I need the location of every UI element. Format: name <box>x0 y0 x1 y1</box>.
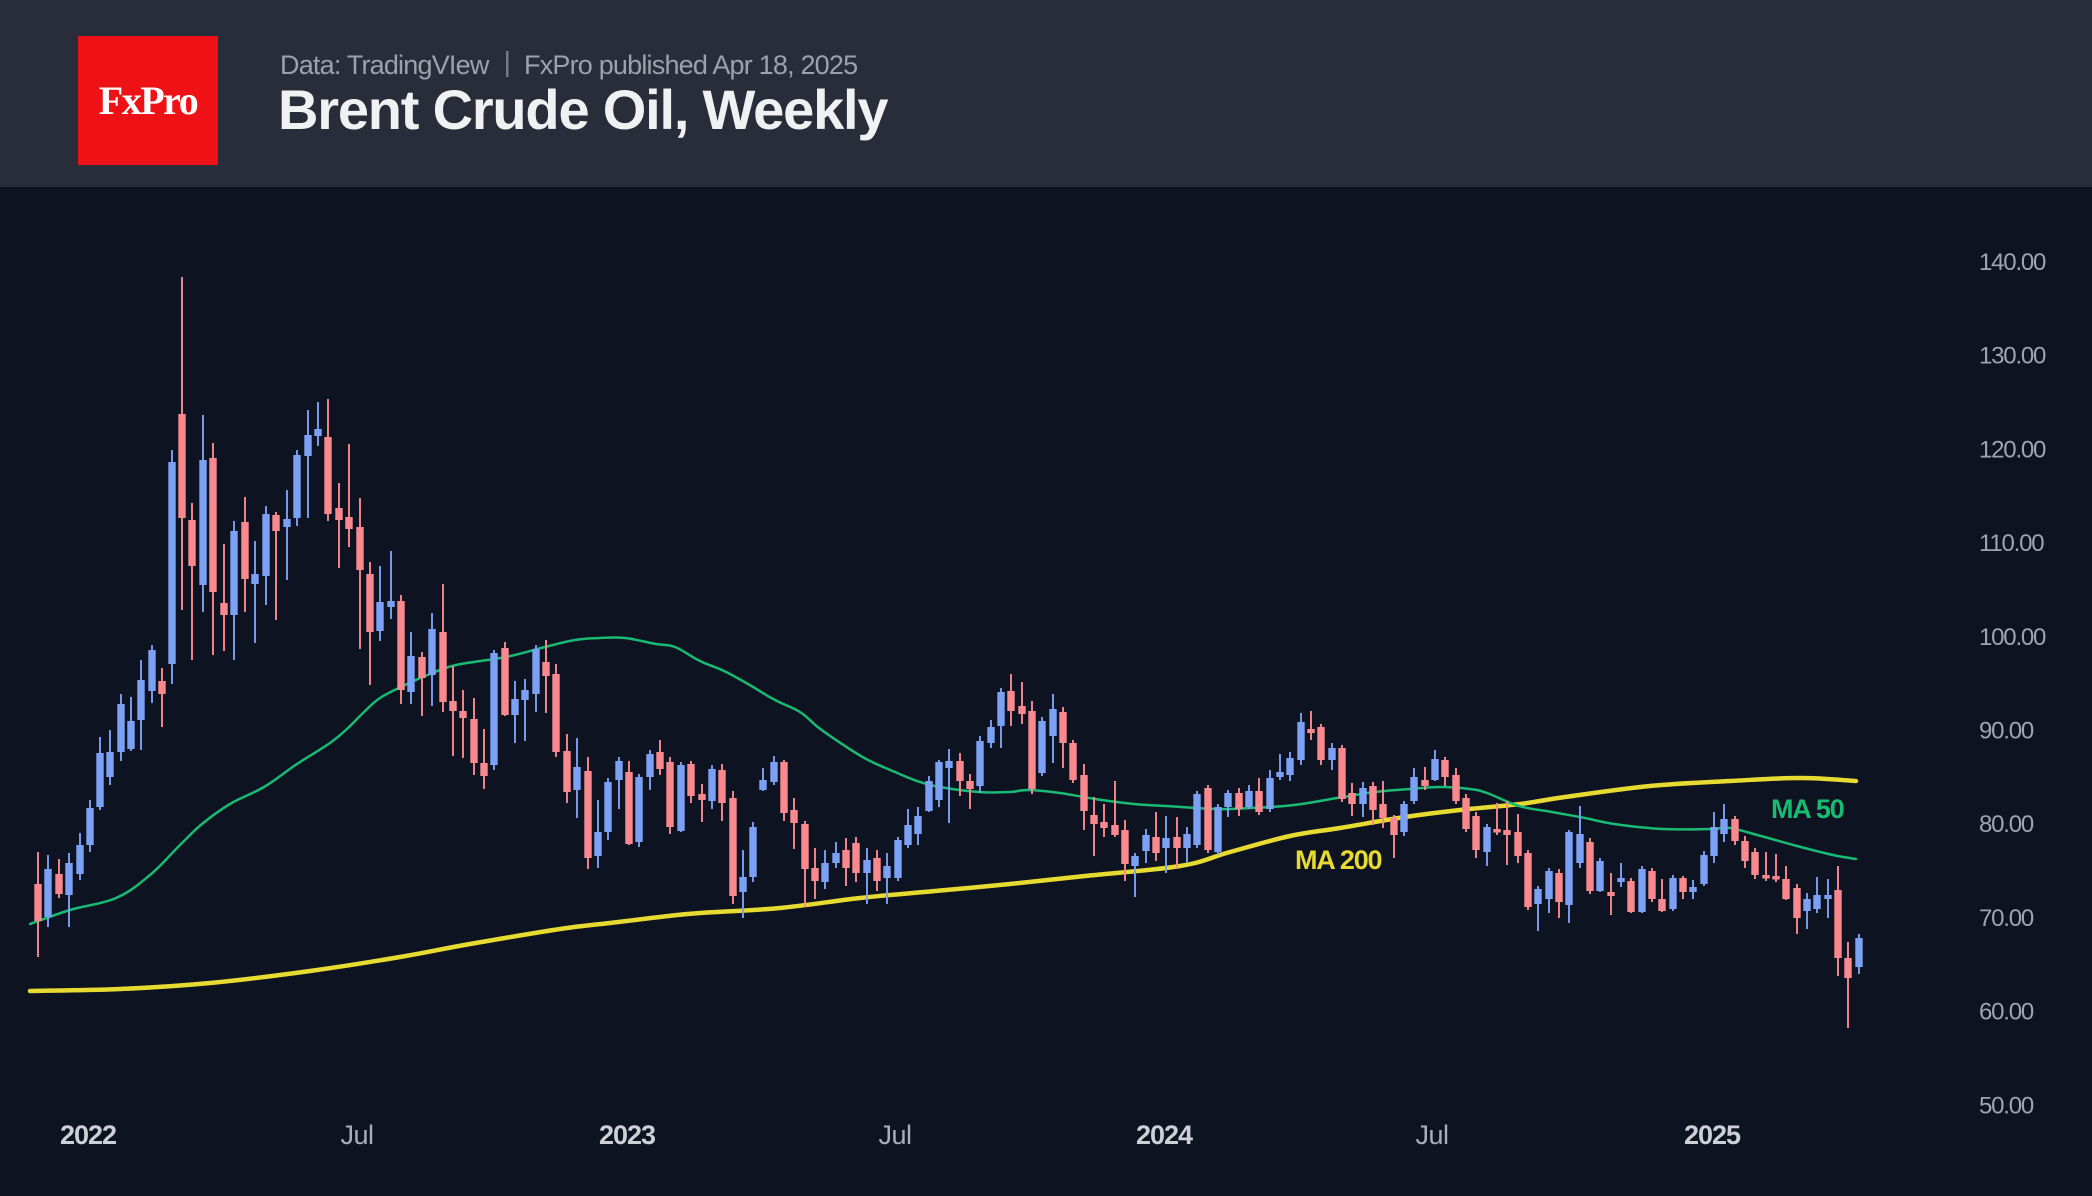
svg-text:FxPro: FxPro <box>99 78 198 123</box>
svg-text:100.00: 100.00 <box>1979 624 2046 651</box>
svg-text:2022: 2022 <box>60 1120 116 1150</box>
svg-text:Data: TradingVIew: Data: TradingVIew <box>280 50 490 80</box>
svg-text:60.00: 60.00 <box>1979 999 2034 1026</box>
svg-text:50.00: 50.00 <box>1979 1092 2034 1119</box>
svg-text:Jul: Jul <box>340 1120 373 1150</box>
svg-text:70.00: 70.00 <box>1979 905 2034 932</box>
svg-text:2023: 2023 <box>599 1120 656 1150</box>
svg-text:120.00: 120.00 <box>1979 436 2046 463</box>
svg-text:Brent Crude Oil, Weekly: Brent Crude Oil, Weekly <box>278 78 888 141</box>
svg-text:2025: 2025 <box>1684 1120 1741 1150</box>
svg-text:MA 200: MA 200 <box>1295 845 1382 875</box>
svg-text:80.00: 80.00 <box>1979 811 2034 838</box>
svg-text:140.00: 140.00 <box>1979 249 2046 276</box>
svg-text:130.00: 130.00 <box>1979 343 2046 370</box>
svg-text:MA 50: MA 50 <box>1771 794 1844 824</box>
svg-text:Jul: Jul <box>1415 1120 1448 1150</box>
svg-text:90.00: 90.00 <box>1979 718 2034 745</box>
svg-text:110.00: 110.00 <box>1979 530 2044 557</box>
svg-text:2024: 2024 <box>1136 1120 1193 1150</box>
svg-text:Jul: Jul <box>878 1120 911 1150</box>
svg-text:FxPro published Apr 18, 2025: FxPro published Apr 18, 2025 <box>524 50 857 80</box>
